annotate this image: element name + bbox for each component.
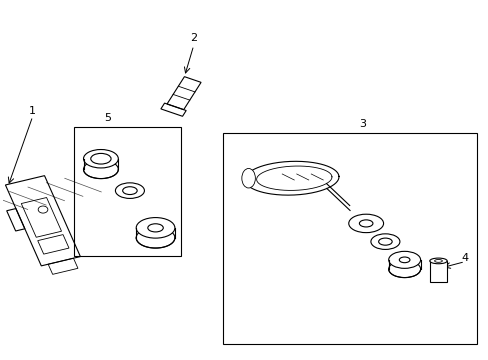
Ellipse shape [83,149,118,168]
Ellipse shape [388,261,420,278]
Bar [74,127,180,256]
Text: 1: 1 [29,106,36,116]
Text: 3: 3 [358,119,365,129]
Polygon shape [429,261,446,282]
Text: 2: 2 [190,33,197,43]
Bar [223,133,476,344]
Polygon shape [244,161,338,195]
Text: 4: 4 [461,253,468,263]
Ellipse shape [399,257,409,263]
Ellipse shape [91,153,111,164]
Ellipse shape [242,168,255,188]
Ellipse shape [147,224,163,232]
Ellipse shape [359,220,372,227]
Ellipse shape [83,160,118,179]
Ellipse shape [122,187,137,194]
Text: 5: 5 [104,113,111,123]
Ellipse shape [348,214,383,233]
Ellipse shape [136,228,175,248]
Ellipse shape [370,234,399,249]
Ellipse shape [115,183,144,198]
Ellipse shape [388,251,420,268]
Ellipse shape [429,258,446,264]
Ellipse shape [136,217,175,238]
Ellipse shape [378,238,391,245]
